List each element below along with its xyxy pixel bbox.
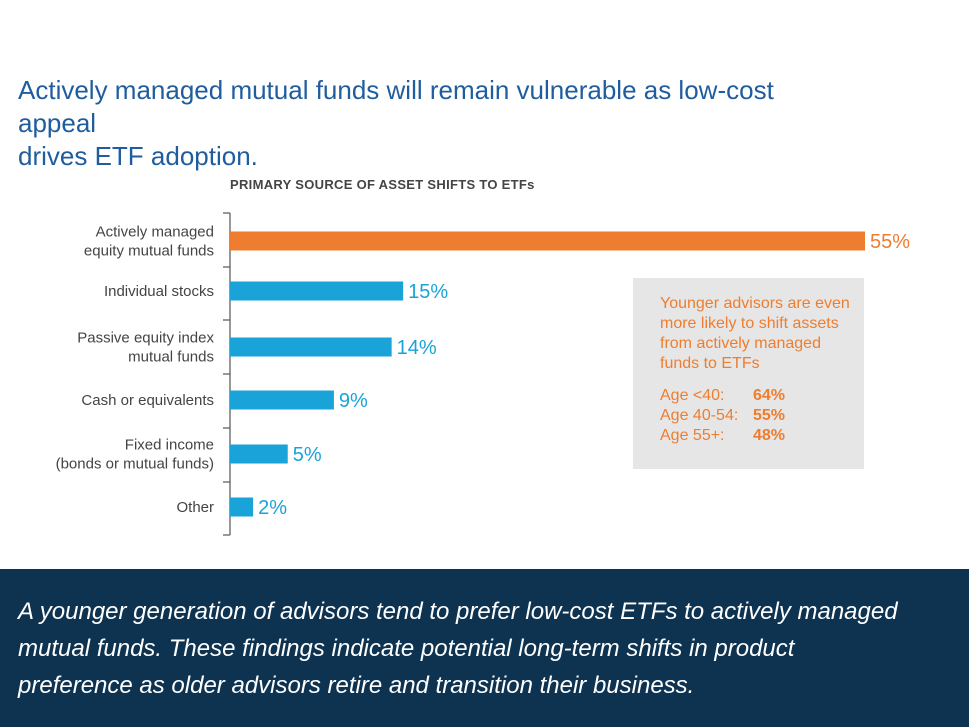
category-label: Cash or equivalents: [81, 392, 214, 409]
category-label-line: Individual stocks: [104, 283, 214, 300]
category-label-line: Cash or equivalents: [81, 392, 214, 409]
bar: [230, 444, 288, 464]
category-label-line: (bonds or mutual funds): [56, 456, 214, 473]
age-label: Age 40-54:: [660, 407, 739, 424]
data-label: 5%: [293, 444, 322, 466]
category-label: Actively managed equity mutual funds: [84, 224, 214, 260]
data-label: 9%: [339, 390, 368, 412]
category-label-line: mutual funds: [128, 349, 214, 366]
age-label: Age 55+:: [660, 427, 725, 444]
age-row: Age <40: 64%: [660, 386, 864, 406]
data-label: 55%: [870, 231, 910, 253]
data-label: 14%: [397, 337, 437, 359]
category-label-line: equity mutual funds: [84, 243, 214, 260]
data-label: 15%: [408, 281, 448, 303]
age-row: Age 55+: 48%: [660, 426, 864, 446]
age-value: 48%: [753, 427, 786, 444]
footer-banner: A younger generation of advisors tend to…: [0, 569, 969, 727]
age-label: Age <40:: [660, 387, 725, 404]
chart-title: PRIMARY SOURCE OF ASSET SHIFTS TO ETFs: [230, 177, 535, 192]
age-value: 64%: [753, 387, 786, 404]
category-label: Passive equity index mutual funds: [77, 330, 214, 366]
bar-chart: 55% Actively managed equity mutual funds 15…: [56, 212, 910, 536]
data-label: 2%: [258, 497, 287, 519]
age-row: Age 40-54: 55%: [660, 406, 864, 426]
callout-text: Younger advisors are even more likely to…: [660, 295, 850, 372]
category-label: Other: [176, 499, 214, 516]
footer-text: A younger generation of advisors tend to…: [18, 598, 898, 699]
age-value: 55%: [753, 407, 786, 424]
category-label: Fixed income (bonds or mutual funds): [56, 437, 214, 473]
category-label-line: Other: [176, 499, 214, 516]
bar: [230, 337, 392, 357]
category-label: Individual stocks: [104, 283, 214, 300]
bar: [230, 497, 254, 517]
category-label-line: Fixed income: [125, 437, 214, 454]
bar: [230, 281, 404, 301]
bar: [230, 231, 865, 251]
category-label-line: Passive equity index: [77, 330, 214, 347]
headline: Actively managed mutual funds will remai…: [18, 75, 774, 171]
bar: [230, 390, 334, 410]
category-label-line: Actively managed: [96, 224, 214, 241]
callout-box: Younger advisors are even more likely to…: [633, 278, 864, 469]
